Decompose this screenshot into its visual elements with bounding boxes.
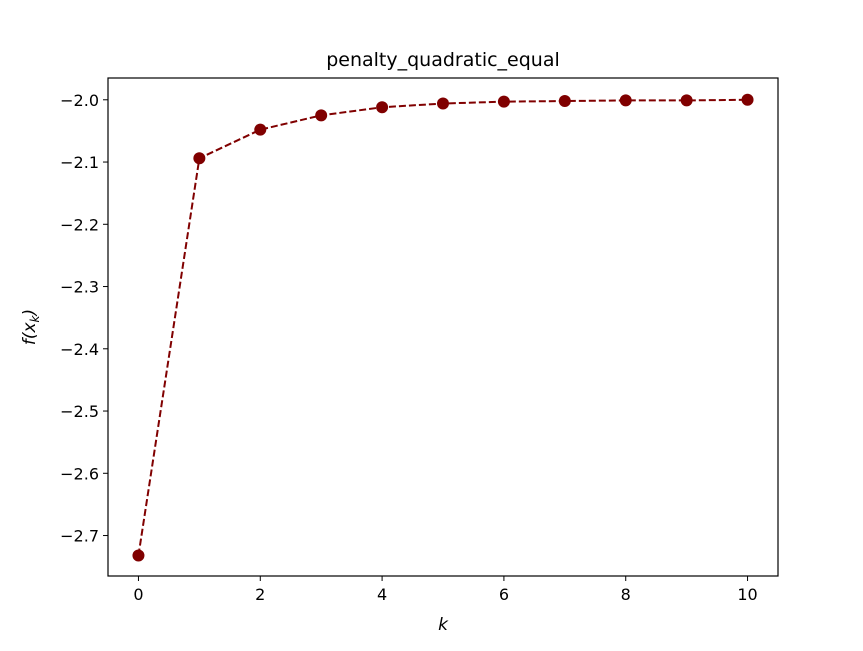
data-point: [619, 94, 632, 107]
x-tick-label: 8: [621, 585, 631, 604]
y-axis-label: f(xk): [20, 309, 42, 345]
x-tick-label: 10: [737, 585, 757, 604]
y-tick-label: −2.6: [60, 464, 99, 483]
y-tick-label: −2.4: [60, 340, 99, 359]
x-tick-label: 6: [499, 585, 509, 604]
data-point: [741, 93, 754, 106]
data-point: [437, 97, 449, 110]
y-tick-label: −2.7: [60, 527, 99, 546]
y-tick-label: −2.3: [60, 278, 99, 297]
data-point: [315, 109, 328, 122]
y-tick-label: −2.0: [60, 91, 99, 110]
data-point: [376, 101, 389, 114]
y-axis-ticks: −2.0 −2.1 −2.2 −2.3 −2.4 −2.5 −2.6 −2.7: [60, 91, 108, 546]
y-tick-label: −2.1: [60, 153, 99, 172]
chart-title: penalty_quadratic_equal: [326, 49, 560, 71]
data-point: [680, 94, 693, 107]
data-point: [254, 123, 267, 136]
data-point: [132, 549, 145, 562]
x-tick-label: 4: [377, 585, 387, 604]
y-tick-label: −2.5: [60, 402, 99, 421]
data-point: [497, 95, 510, 108]
data-point: [193, 152, 206, 165]
series-layer: [132, 93, 754, 562]
x-tick-label: 2: [255, 585, 265, 604]
y-tick-label: −2.2: [60, 215, 99, 234]
y-axis-label-close: ): [20, 309, 40, 318]
y-axis-label-main: f(x: [20, 322, 40, 346]
plot-frame: [107, 77, 779, 577]
x-axis-label: k: [438, 615, 449, 635]
x-tick-label: 0: [133, 585, 143, 604]
x-axis-ticks: 0 2 4 6 8 10: [133, 576, 758, 604]
data-point: [558, 95, 571, 108]
y-axis-label-subscript: k: [28, 314, 42, 322]
